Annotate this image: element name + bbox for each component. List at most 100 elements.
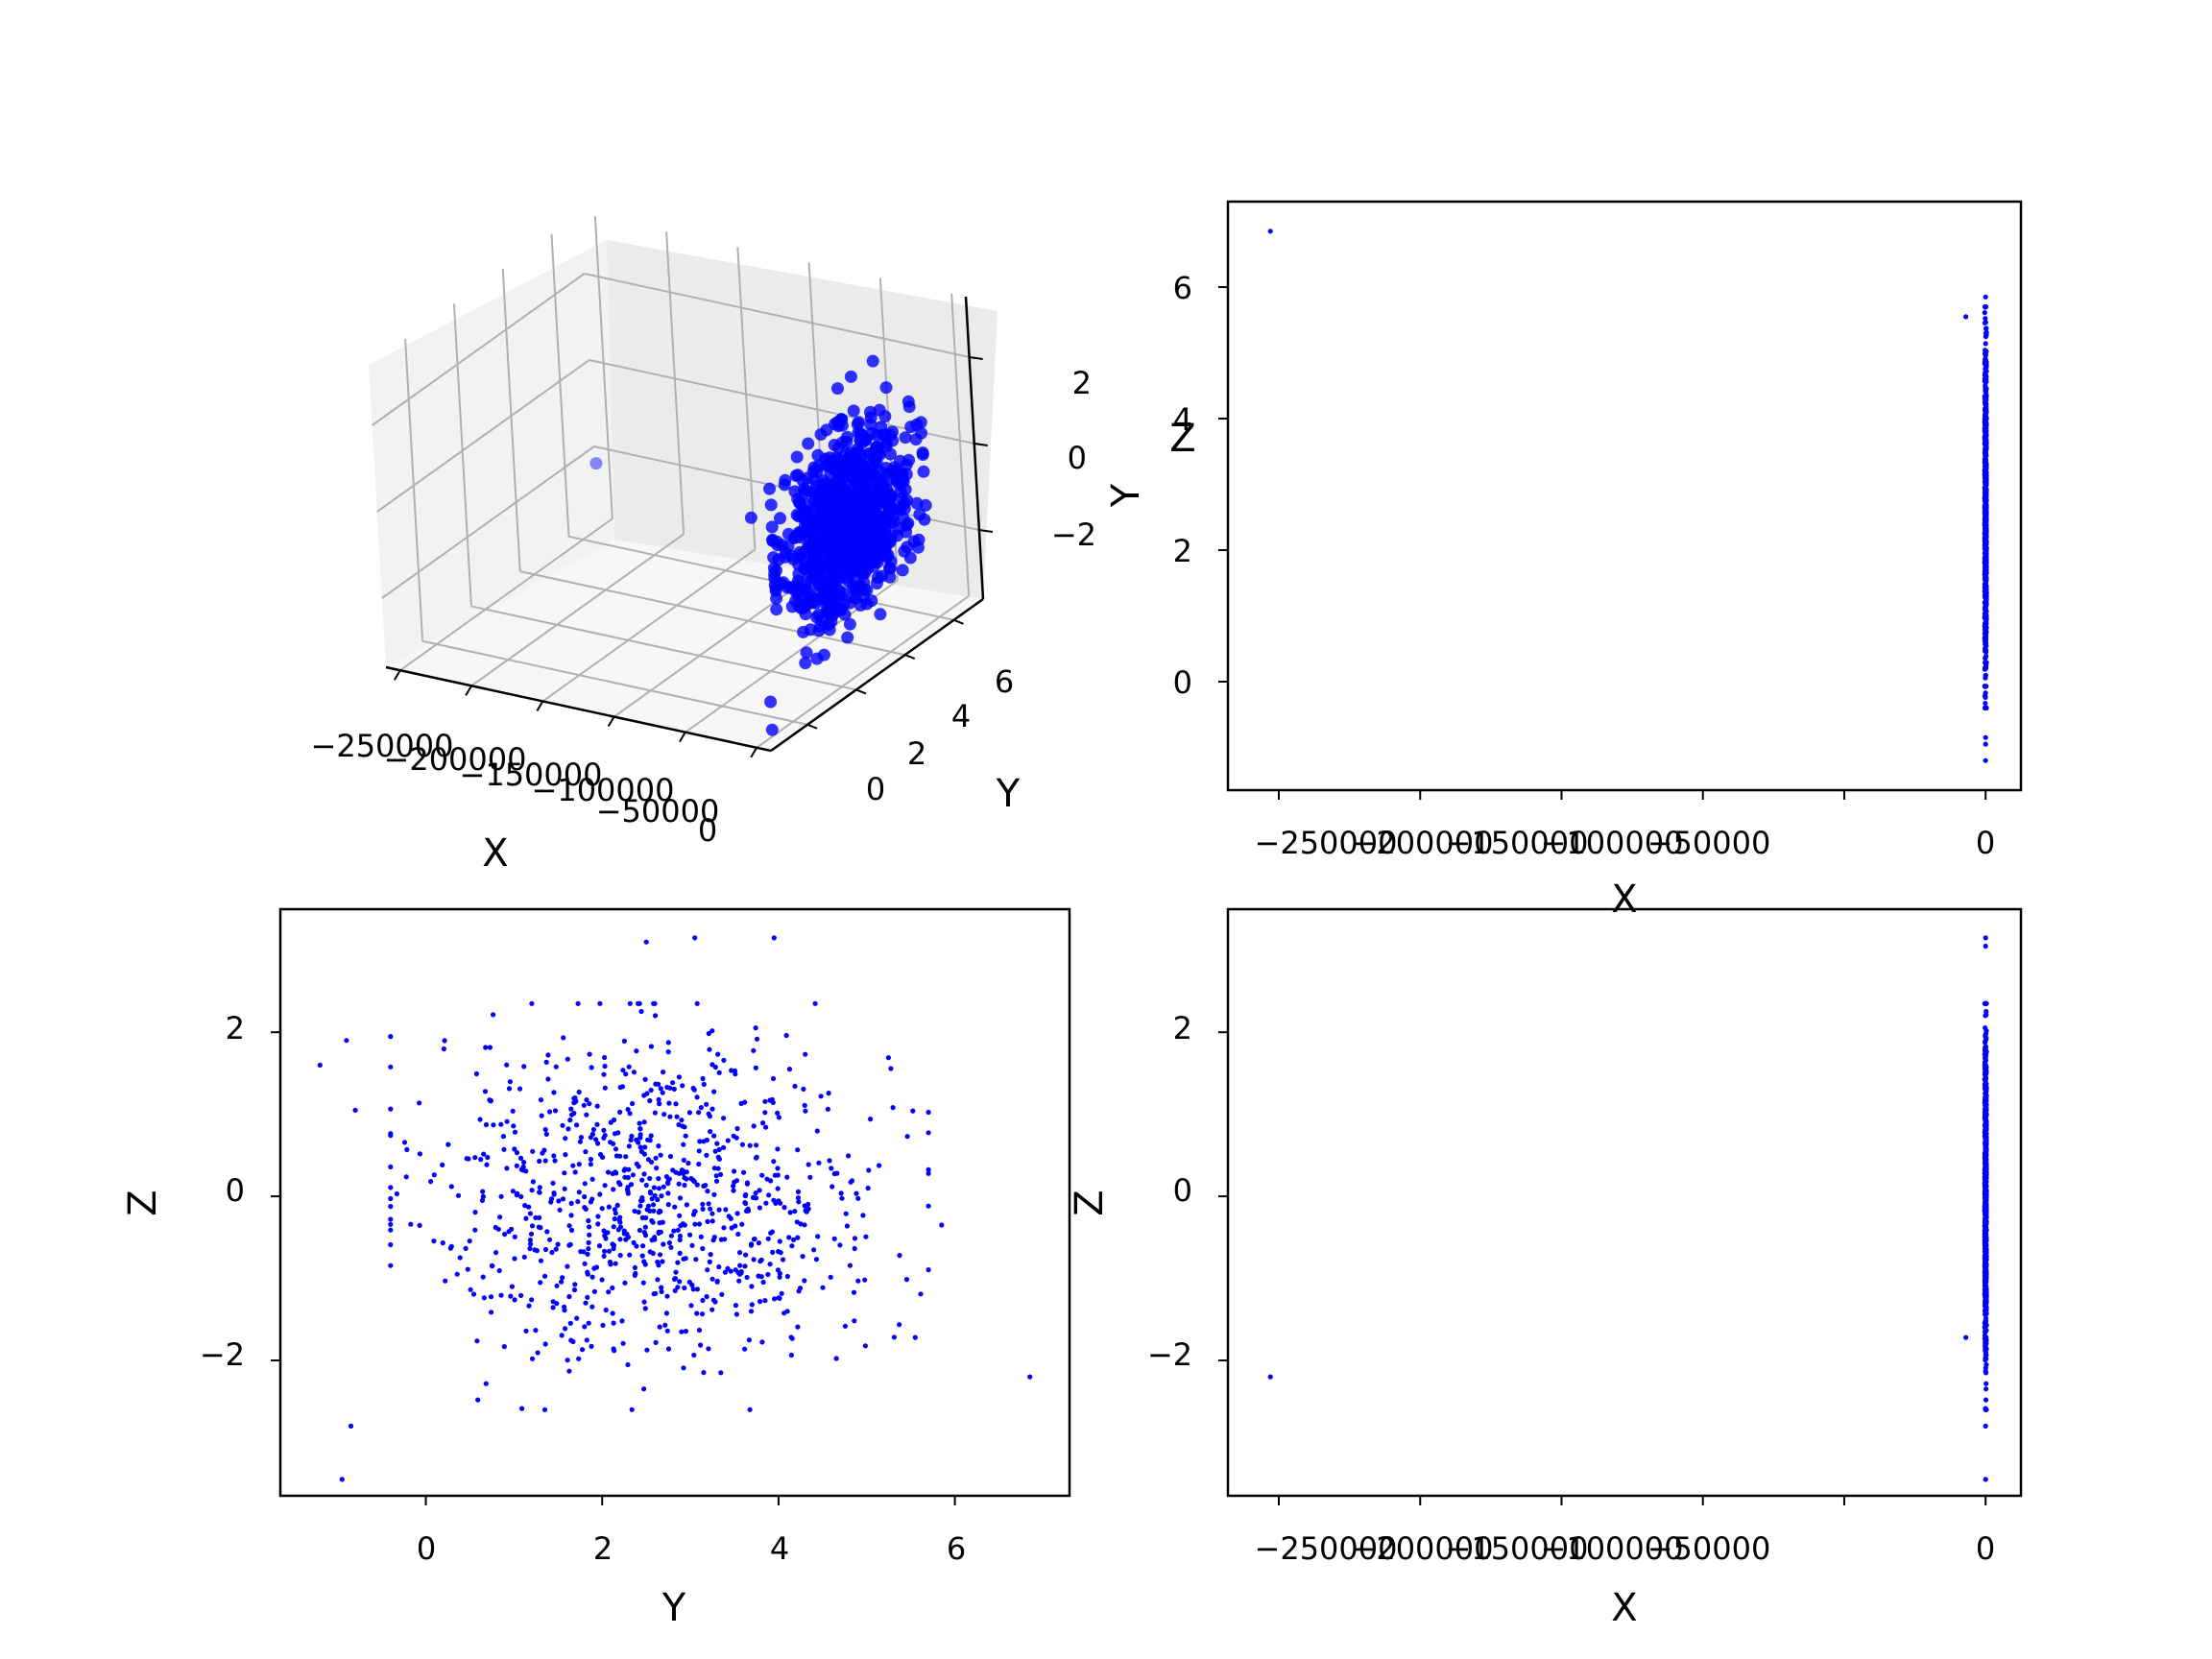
data-point xyxy=(648,1087,654,1094)
data-point xyxy=(708,1129,713,1135)
data-point xyxy=(582,1181,588,1187)
data-point xyxy=(656,1176,661,1182)
data-point xyxy=(408,1221,414,1227)
data-point xyxy=(545,1076,551,1082)
data-point xyxy=(737,1262,743,1268)
data-point xyxy=(637,1144,643,1150)
data-point xyxy=(566,1223,572,1229)
data-point xyxy=(1983,757,1988,763)
data-point xyxy=(601,1127,607,1133)
data-point xyxy=(650,1219,656,1225)
data-point xyxy=(854,1190,859,1196)
data-point xyxy=(726,1214,732,1219)
data-point xyxy=(708,1252,713,1258)
data-point xyxy=(802,1222,807,1228)
data-point xyxy=(912,1334,918,1340)
data-point xyxy=(659,1193,664,1199)
data-point xyxy=(589,1131,596,1137)
data-point xyxy=(841,631,854,644)
data-point xyxy=(719,1291,725,1297)
data-point xyxy=(622,1280,628,1286)
data-point xyxy=(571,1286,578,1293)
data-point xyxy=(774,512,786,525)
data-point xyxy=(798,1221,804,1227)
data-point xyxy=(733,1135,739,1141)
data-point xyxy=(647,1189,654,1195)
data-point xyxy=(659,1288,664,1294)
data-point xyxy=(612,1215,617,1222)
data-point xyxy=(732,1168,737,1174)
data-point xyxy=(855,512,869,524)
data-point xyxy=(694,1286,701,1292)
data-point xyxy=(819,452,832,466)
data-point xyxy=(865,1185,871,1191)
data-point xyxy=(1984,624,1989,631)
data-point xyxy=(1983,316,1988,322)
data-point xyxy=(1983,1245,1988,1252)
data-point xyxy=(483,1381,489,1386)
data-point xyxy=(786,1067,793,1072)
data-point xyxy=(1983,294,1988,300)
data-point xyxy=(879,381,893,395)
data-point xyxy=(457,1255,463,1261)
panel-yz-ytick: 2 xyxy=(226,1010,245,1046)
data-point xyxy=(649,1196,655,1202)
data-point xyxy=(734,1125,740,1132)
data-point xyxy=(440,1240,445,1246)
data-point xyxy=(555,1241,561,1247)
data-point xyxy=(528,1231,535,1237)
data-point xyxy=(589,1196,595,1202)
data-point xyxy=(565,1263,570,1269)
panel-xy-xtick: 0 xyxy=(1976,825,1995,861)
data-point xyxy=(784,1174,790,1180)
data-point xyxy=(658,1086,663,1092)
data-point xyxy=(653,1339,659,1345)
data-point xyxy=(1982,310,1987,316)
data-point xyxy=(488,1310,494,1315)
data-point xyxy=(559,1333,565,1338)
panel-3d-ytick: 6 xyxy=(995,663,1014,700)
data-point xyxy=(661,1070,666,1075)
y-axis-line xyxy=(770,597,984,753)
data-point xyxy=(781,1257,786,1262)
data-point xyxy=(689,1282,695,1288)
data-point xyxy=(1983,1196,1988,1202)
data-point xyxy=(644,1091,650,1096)
z-axis-line xyxy=(964,296,985,600)
data-point xyxy=(749,1284,755,1289)
data-point xyxy=(621,1038,628,1044)
data-point xyxy=(721,1057,727,1063)
data-point xyxy=(610,1241,615,1247)
data-point xyxy=(472,1227,478,1233)
data-point xyxy=(722,1237,728,1242)
data-point xyxy=(497,1214,503,1220)
data-point xyxy=(1984,325,1989,331)
data-point xyxy=(784,1273,791,1280)
data-point xyxy=(529,1223,536,1229)
data-point xyxy=(480,1274,486,1280)
data-point xyxy=(563,1136,568,1142)
panel-3d-ytick: 2 xyxy=(907,735,926,772)
data-point xyxy=(403,1174,409,1180)
data-point xyxy=(757,1205,763,1211)
grid-line xyxy=(756,594,970,749)
data-point xyxy=(765,1236,771,1241)
data-point xyxy=(768,1178,774,1184)
data-point xyxy=(537,1185,542,1190)
data-point xyxy=(704,1293,709,1300)
data-point xyxy=(647,1097,653,1104)
data-point xyxy=(885,1055,892,1061)
data-point xyxy=(661,1184,666,1190)
panel-xz-xtick: −50000 xyxy=(1647,1530,1771,1567)
data-point xyxy=(642,1144,648,1150)
data-point xyxy=(897,512,910,525)
data-point xyxy=(617,1237,623,1242)
data-point xyxy=(852,1318,857,1324)
data-point xyxy=(576,1089,582,1095)
data-point xyxy=(823,495,836,509)
data-point xyxy=(1984,401,1989,407)
data-point xyxy=(541,1273,548,1279)
data-point xyxy=(861,557,874,570)
data-point xyxy=(1983,675,1988,681)
data-point xyxy=(739,1142,746,1147)
